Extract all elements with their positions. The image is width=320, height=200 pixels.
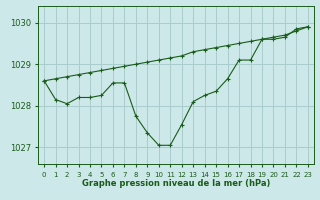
X-axis label: Graphe pression niveau de la mer (hPa): Graphe pression niveau de la mer (hPa) [82, 179, 270, 188]
